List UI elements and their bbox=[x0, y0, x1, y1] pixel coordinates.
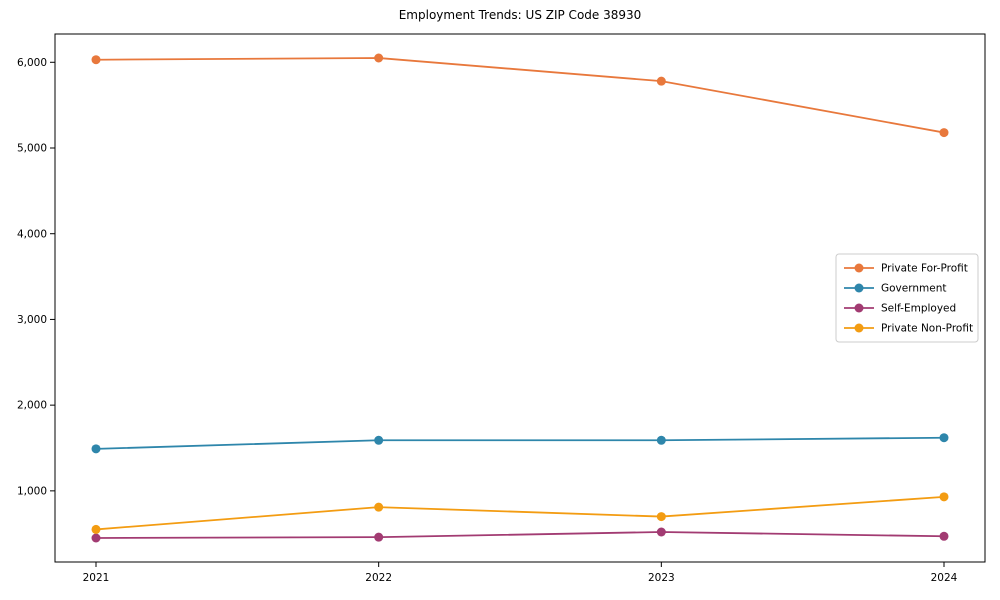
series-line-government bbox=[95, 436, 945, 450]
series-line-private-for-profit bbox=[95, 57, 945, 134]
y-tick-label: 3,000 bbox=[17, 314, 47, 326]
data-point-private-for-profit-2024 bbox=[939, 128, 949, 138]
plot-area-border bbox=[54, 33, 986, 563]
data-point-government-2021 bbox=[91, 444, 101, 454]
legend-marker-icon bbox=[854, 263, 864, 273]
data-point-government-2024 bbox=[939, 433, 949, 443]
x-tick-label: 2023 bbox=[648, 572, 675, 584]
legend-label-private-non-profit: Private Non-Profit bbox=[881, 323, 973, 335]
data-point-private-for-profit-2022 bbox=[374, 53, 384, 63]
data-point-government-2023 bbox=[656, 435, 666, 445]
legend-label-government: Government bbox=[881, 283, 946, 295]
series-line-self-employed bbox=[95, 531, 945, 539]
data-point-self-employed-2024 bbox=[939, 531, 949, 541]
x-tick-label: 2021 bbox=[83, 572, 110, 584]
data-point-private-non-profit-2023 bbox=[656, 512, 666, 522]
legend-marker-icon bbox=[854, 303, 864, 313]
y-tick-label: 1,000 bbox=[17, 485, 47, 497]
legend-label-self-employed: Self-Employed bbox=[881, 303, 956, 315]
data-point-private-non-profit-2021 bbox=[91, 524, 101, 534]
data-point-self-employed-2022 bbox=[374, 532, 384, 542]
series-line-private-non-profit bbox=[95, 495, 945, 531]
chart-title: Employment Trends: US ZIP Code 38930 bbox=[398, 8, 642, 22]
legend-marker-icon bbox=[854, 283, 864, 293]
data-point-private-non-profit-2024 bbox=[939, 492, 949, 502]
y-tick-label: 4,000 bbox=[17, 228, 47, 240]
data-point-private-for-profit-2023 bbox=[656, 76, 666, 86]
data-point-self-employed-2023 bbox=[656, 527, 666, 537]
y-tick-label: 2,000 bbox=[17, 400, 47, 412]
y-tick-label: 6,000 bbox=[17, 57, 47, 69]
data-point-private-for-profit-2021 bbox=[91, 55, 101, 65]
legend-label-private-for-profit: Private For-Profit bbox=[881, 263, 968, 275]
data-point-private-non-profit-2022 bbox=[374, 502, 384, 512]
legend-marker-icon bbox=[854, 323, 864, 333]
x-tick-label: 2022 bbox=[365, 572, 392, 584]
x-tick-label: 2024 bbox=[931, 572, 958, 584]
data-point-government-2022 bbox=[374, 435, 384, 445]
y-tick-label: 5,000 bbox=[17, 143, 47, 155]
data-point-self-employed-2021 bbox=[91, 533, 101, 543]
legend-box bbox=[835, 253, 979, 343]
